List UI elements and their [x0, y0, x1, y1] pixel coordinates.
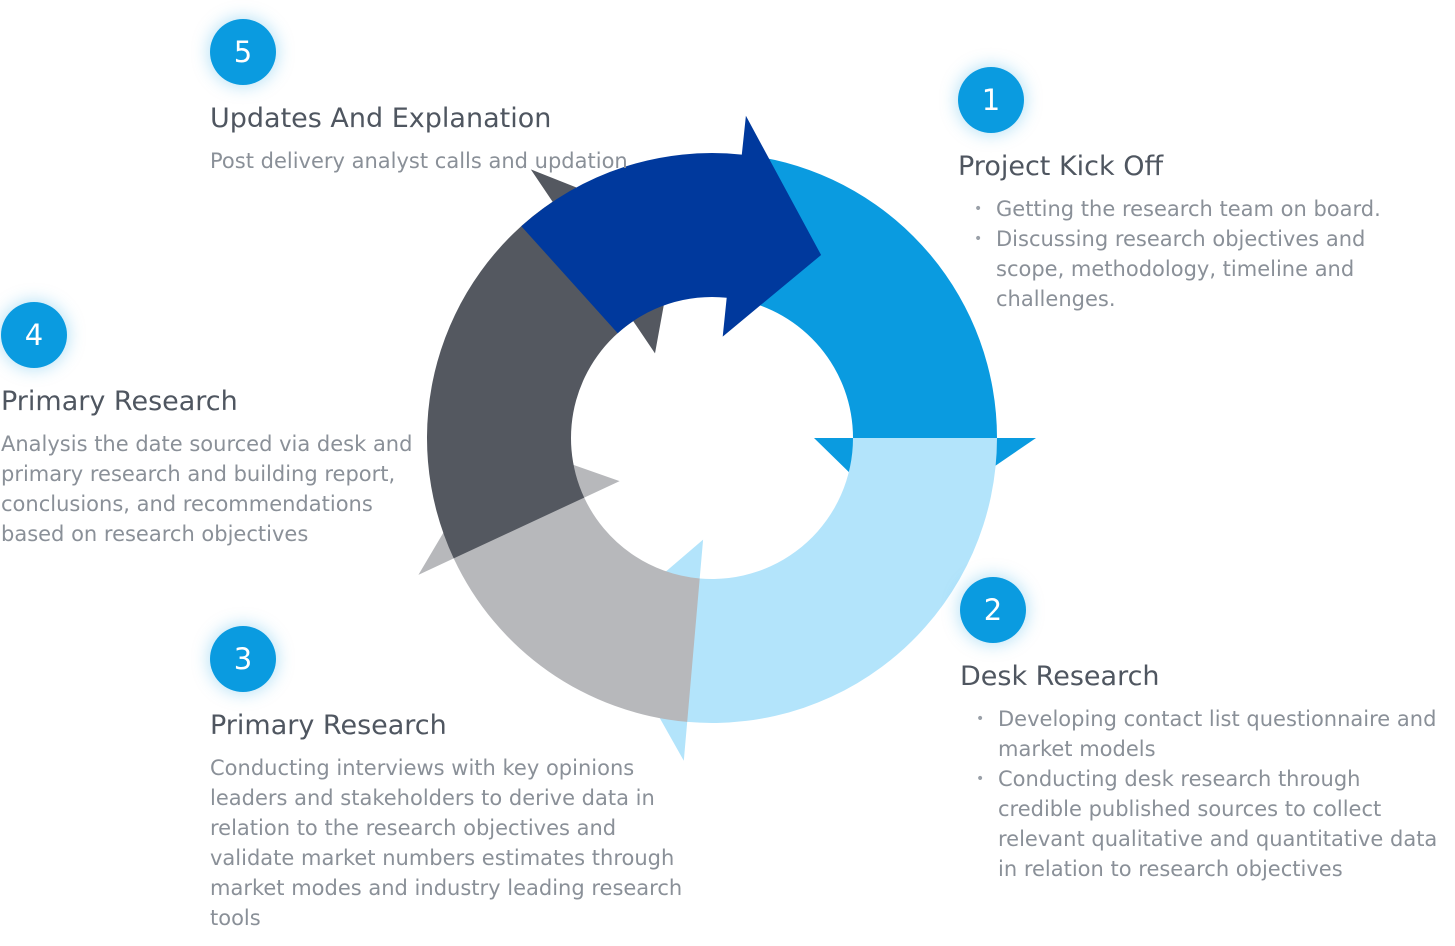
- step-3-badge: 3: [210, 626, 276, 692]
- step-1-bullet: Getting the research team on board.: [958, 194, 1418, 224]
- step-2: 2 Desk Research Developing contact list …: [960, 577, 1450, 884]
- step-2-bullet-list: Developing contact list questionnaire an…: [960, 704, 1450, 884]
- step-5-badge: 5: [210, 19, 276, 85]
- step-2-bullet: Developing contact list questionnaire an…: [960, 704, 1450, 764]
- step-4-description: Analysis the date sourced via desk and p…: [1, 432, 413, 546]
- step-5-title: Updates And Explanation: [210, 103, 552, 134]
- step-2-title: Desk Research: [960, 661, 1160, 692]
- step-4-title: Primary Research: [1, 386, 238, 417]
- step-4-badge: 4: [1, 302, 67, 368]
- cycle-segment-5: [521, 115, 822, 337]
- step-1-bullet: Discussing research objectives and scope…: [958, 224, 1418, 314]
- cycle-segment-2: [606, 438, 997, 761]
- step-1-title: Project Kick Off: [958, 151, 1164, 182]
- step-2-bullet: Conducting desk research through credibl…: [960, 764, 1450, 884]
- step-3-title: Primary Research: [210, 710, 447, 741]
- step-5-description: Post delivery analyst calls and updation: [210, 149, 628, 173]
- step-1-bullet-list: Getting the research team on board. Disc…: [958, 194, 1418, 314]
- step-2-badge: 2: [960, 577, 1026, 643]
- step-1: 1 Project Kick Off Getting the research …: [958, 67, 1418, 314]
- step-4: 4 Primary Research Analysis the date sou…: [1, 302, 421, 549]
- step-5: 5 Updates And Explanation Post delivery …: [210, 19, 670, 176]
- step-1-badge: 1: [958, 67, 1024, 133]
- step-3: 3 Primary Research Conducting interviews…: [210, 626, 700, 933]
- step-3-description: Conducting interviews with key opinions …: [210, 756, 683, 930]
